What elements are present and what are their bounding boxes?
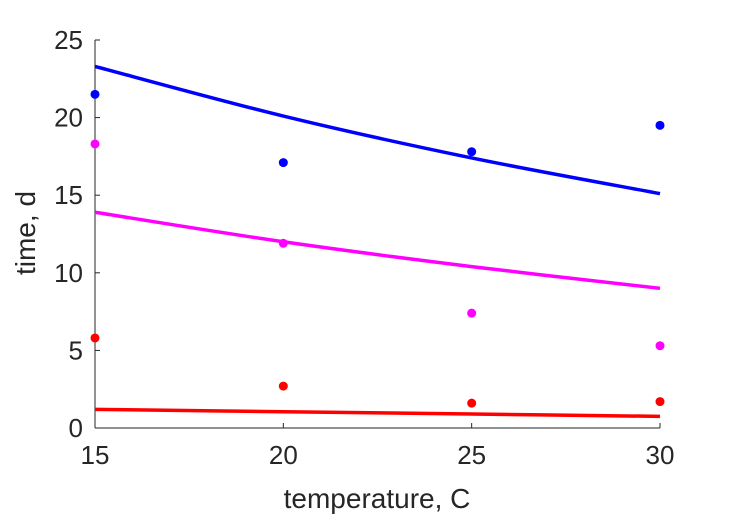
tick-labels: 15 20 25 30 0 5 10 15 20 25 [54, 25, 674, 470]
data-point-series-1 [90, 89, 100, 99]
data-point-series-1 [655, 120, 665, 130]
y-tick-label: 5 [69, 335, 83, 365]
data-points [90, 89, 665, 408]
y-tick-label: 0 [69, 413, 83, 443]
fit-line-series-1 [94, 64, 661, 196]
data-point-series-3 [90, 333, 100, 343]
data-point-series-2 [467, 308, 477, 318]
x-tick-label: 25 [457, 440, 486, 470]
data-point-series-3 [655, 397, 665, 407]
fit-lines [94, 64, 661, 419]
y-tick-label: 20 [54, 103, 83, 133]
axes [94, 39, 661, 429]
x-tick-label: 20 [269, 440, 298, 470]
y-tick-label: 10 [54, 258, 83, 288]
data-point-series-3 [278, 381, 288, 391]
data-point-series-2 [655, 341, 665, 351]
y-axis-label: time, d [10, 191, 41, 275]
fit-line-series-3 [94, 407, 661, 419]
data-point-series-2 [278, 238, 288, 248]
x-axis-label: temperature, C [284, 483, 471, 514]
x-tick-label: 15 [81, 440, 110, 470]
y-tick-label: 15 [54, 180, 83, 210]
x-tick-label: 30 [646, 440, 675, 470]
data-point-series-3 [467, 398, 477, 408]
fit-line-series-2 [94, 210, 661, 291]
y-tick-label: 25 [54, 25, 83, 55]
data-point-series-1 [467, 147, 477, 157]
data-point-series-1 [278, 158, 288, 168]
data-point-series-2 [90, 139, 100, 149]
